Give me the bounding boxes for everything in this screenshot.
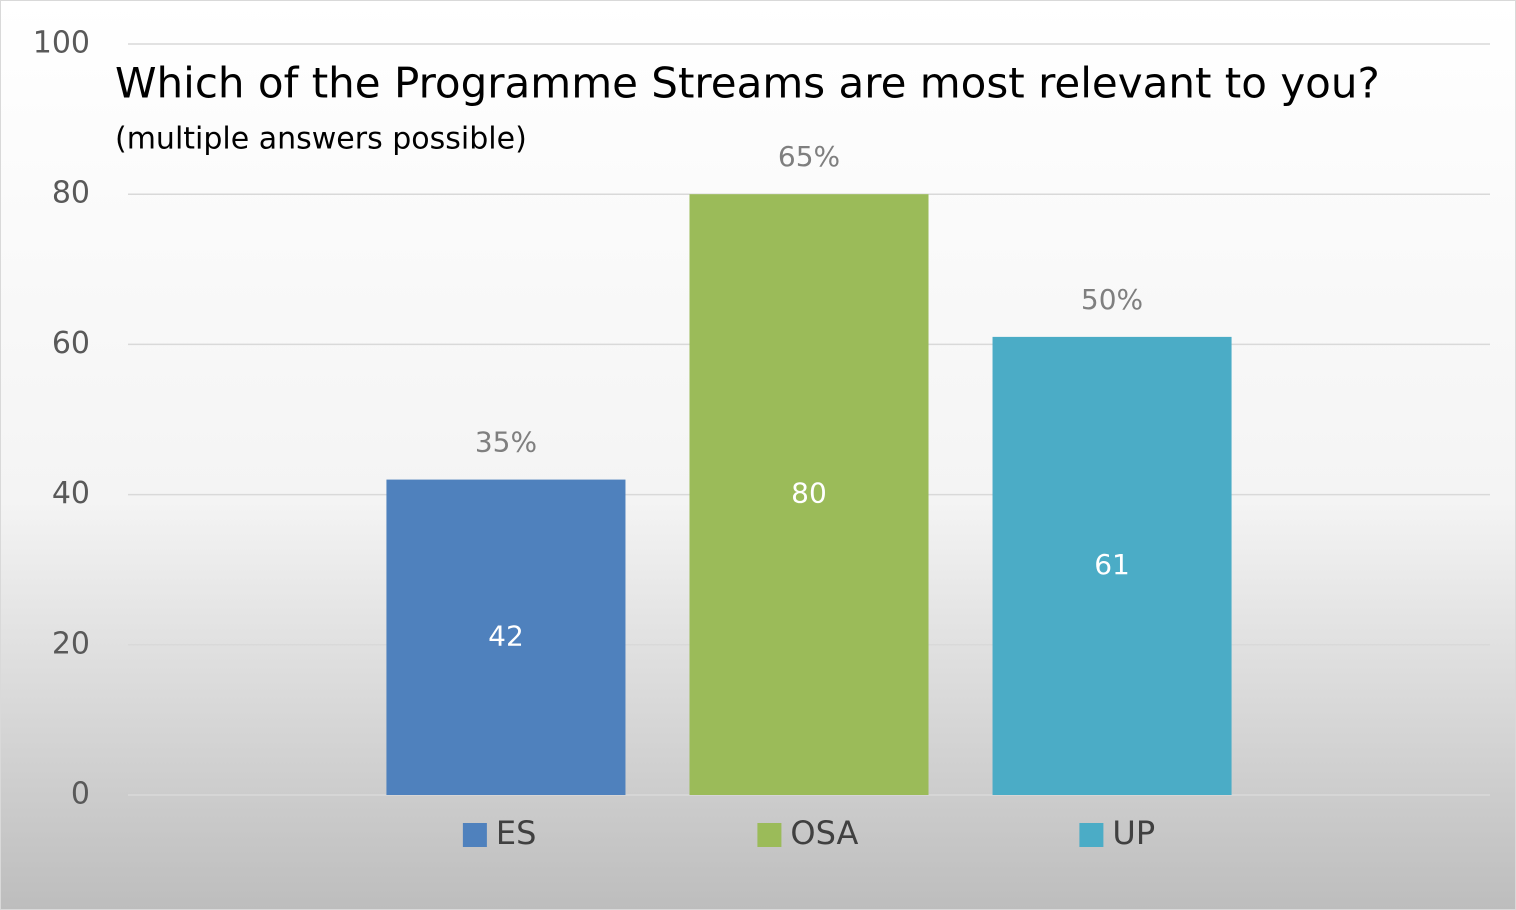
bar-annotation: 65% xyxy=(778,140,840,173)
chart-title: Which of the Programme Streams are most … xyxy=(115,59,1380,108)
legend-swatch xyxy=(462,823,487,847)
legend-label: OSA xyxy=(790,814,858,852)
data-label: 61 xyxy=(1094,548,1130,581)
bar xyxy=(386,479,626,795)
bar-annotation: 50% xyxy=(1081,283,1143,316)
legend-label: ES xyxy=(496,814,537,852)
legend-swatch xyxy=(1079,823,1104,847)
chart-subtitle: (multiple answers possible) xyxy=(115,122,527,157)
y-tick-label: 0 xyxy=(71,777,90,812)
legend-swatch xyxy=(757,823,782,847)
y-tick-label: 20 xyxy=(52,626,90,661)
data-label: 42 xyxy=(488,619,524,652)
bar xyxy=(992,336,1232,795)
bar xyxy=(689,194,929,795)
marks xyxy=(386,194,1232,795)
y-tick-label: 100 xyxy=(33,26,90,61)
data-label: 80 xyxy=(791,477,827,510)
y-tick-label: 60 xyxy=(52,326,90,361)
legend-label: UP xyxy=(1112,814,1155,852)
bar-annotation: 35% xyxy=(475,426,537,459)
y-tick-label: 80 xyxy=(52,176,90,211)
y-tick-label: 40 xyxy=(52,476,90,511)
